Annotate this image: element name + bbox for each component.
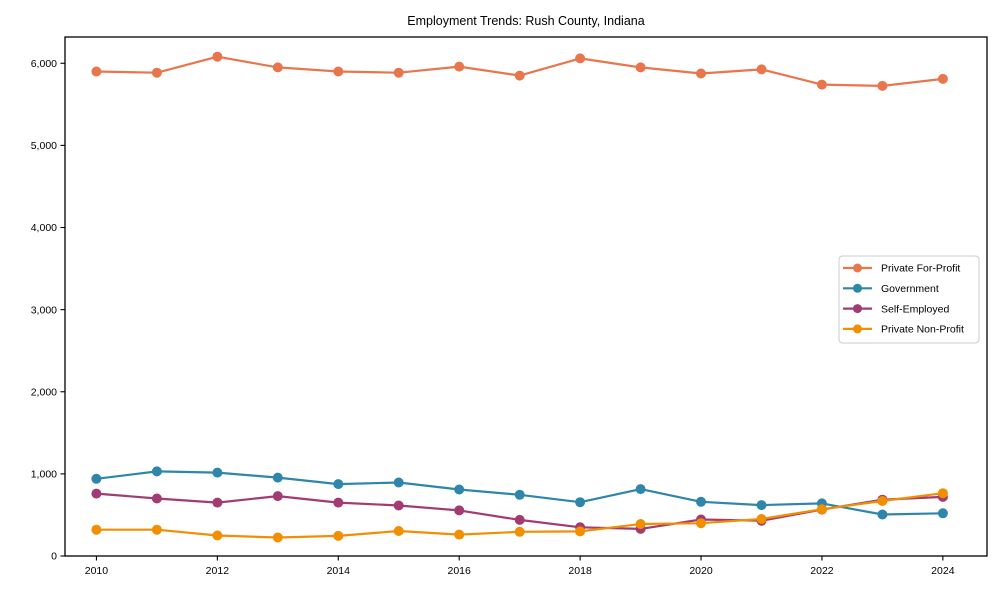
legend-item-private-for-profit: Private For-Profit [843,263,960,275]
y-tick-label: 3,000 [31,304,57,316]
data-point [937,508,948,519]
data-point [212,467,223,478]
legend-marker [853,324,862,334]
legend-label: Self-Employed [881,303,949,315]
data-point [454,529,465,540]
x-tick-label: 2014 [327,565,351,577]
data-point [151,466,162,477]
data-point [91,473,102,484]
y-tick-label: 0 [51,551,57,563]
legend-label: Private Non-Profit [881,324,964,336]
data-point [272,472,283,483]
data-point [575,497,586,508]
legend: Private For-Profit Government Self-Employe… [838,255,980,344]
data-point [635,484,646,495]
series-private-for-profit [91,51,948,91]
data-point [937,488,948,499]
data-point [393,67,404,78]
data-point [756,500,767,511]
data-point [514,514,525,525]
series-government [91,466,948,520]
data-point [756,64,767,75]
data-point [877,80,888,91]
data-point [514,70,525,81]
data-point [454,505,465,516]
data-point [272,62,283,73]
data-point [333,479,344,490]
data-point [635,62,646,73]
legend-marker [853,263,862,273]
data-point [816,79,827,90]
legend-label: Private For-Profit [881,263,960,275]
data-point [696,518,706,529]
data-point [877,509,888,520]
data-point [91,66,102,77]
data-point [393,477,404,488]
data-point [393,526,404,536]
legend-marker [853,283,862,293]
y-axis: 0 1,000 2,000 3,000 4,000 5,000 6,000 [31,58,65,563]
data-point [151,67,162,78]
data-point [816,504,827,515]
data-point [454,61,465,72]
x-tick-label: 2024 [931,565,955,577]
y-tick-label: 5,000 [31,140,57,152]
data-point [333,530,344,541]
data-point [91,488,102,499]
data-point [635,519,646,529]
y-tick-label: 2,000 [31,386,57,398]
data-point [514,489,525,500]
legend-marker [853,304,862,314]
legend-label: Government [881,283,939,295]
legend-item-private-non-profit: Private Non-Profit [843,324,964,336]
plot-frame [64,36,988,557]
data-point [696,68,706,79]
series-private-non-profit [91,488,948,543]
legend-item-self-employed: Self-Employed [843,303,949,315]
data-point [877,496,888,506]
x-tick-label: 2012 [206,565,230,577]
data-point [212,497,223,508]
y-tick-label: 4,000 [31,222,57,234]
data-point [575,53,586,64]
data-point [756,514,767,524]
data-point [454,484,465,495]
data-point [212,51,223,62]
data-point [212,530,223,541]
data-point [272,491,283,502]
data-point [514,526,525,537]
data-point [696,496,706,507]
y-tick-label: 1,000 [31,469,57,481]
chart-title: Employment Trends: Rush County, Indiana [407,14,645,28]
x-tick-label: 2016 [448,565,472,577]
x-tick-label: 2022 [810,565,834,577]
data-point [333,497,344,508]
x-tick-label: 2018 [568,565,592,577]
data-point [575,526,586,537]
legend-item-government: Government [843,283,939,295]
data-point [151,493,162,504]
y-tick-label: 6,000 [31,58,57,70]
data-point [91,524,102,535]
legend-box [838,255,980,344]
x-tick-label: 2020 [689,565,713,577]
data-point [333,66,344,77]
x-tick-label: 2010 [85,565,109,577]
data-point [937,73,948,84]
x-axis: 2010 2012 2014 2016 2018 2020 2022 2024 [85,556,955,577]
data-point [393,500,404,511]
data-point [151,524,162,535]
data-point [272,532,283,543]
